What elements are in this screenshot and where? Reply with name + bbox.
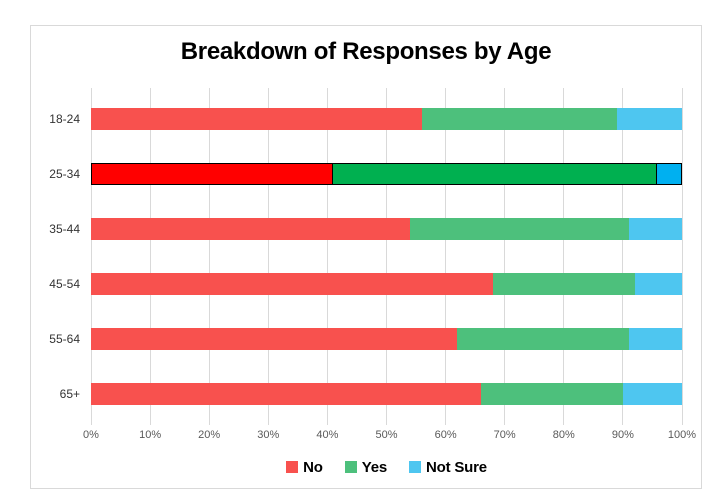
category-label: 25-34 [49, 167, 80, 181]
legend-swatch-icon [286, 461, 299, 473]
stacked-bar[interactable] [91, 108, 682, 130]
x-axis-tick-label: 80% [552, 429, 575, 441]
category-label: 18-24 [49, 112, 80, 126]
x-axis: 0% 10% 20% 30% 40% 50% 60% 70% 80% 90% 100% [83, 429, 696, 445]
bar-segment-no[interactable] [91, 383, 482, 405]
legend-swatch-icon [408, 461, 421, 473]
bar-segment-yes[interactable] [410, 218, 629, 240]
x-axis-tick-label: 30% [257, 429, 280, 441]
stacked-bar[interactable] [91, 273, 682, 295]
x-axis-tick-label: 50% [375, 429, 398, 441]
bar-segment-no[interactable] [92, 164, 334, 184]
gridline [563, 88, 565, 425]
legend-label: No [303, 458, 323, 476]
bar-segment-not-sure[interactable] [622, 383, 682, 405]
bar-segment-no[interactable] [91, 218, 411, 240]
x-axis-tick-label: 0% [83, 429, 99, 441]
bar-segment-not-sure[interactable] [634, 273, 682, 295]
legend-label: Not Sure [425, 458, 487, 476]
bar-segment-not-sure[interactable] [628, 328, 682, 350]
stacked-bar-selected[interactable] [91, 163, 682, 185]
legend-item-yes[interactable]: Yes [344, 458, 387, 476]
stacked-bar[interactable] [91, 383, 682, 405]
category-label: 55-64 [49, 332, 80, 346]
x-axis-tick-label: 40% [316, 429, 339, 441]
bar-segment-not-sure[interactable] [657, 164, 681, 184]
bar-segment-yes[interactable] [457, 328, 629, 350]
plot-area: 18-24 25-34 35-44 45-54 55-64 65+ [49, 88, 683, 425]
gridline [90, 88, 92, 425]
x-axis-tick-label: 60% [434, 429, 457, 441]
gridline [504, 88, 506, 425]
bar-segment-yes[interactable] [492, 273, 635, 295]
chart-title[interactable]: Breakdown of Responses by Age [180, 38, 552, 65]
bar-segment-yes[interactable] [481, 383, 623, 405]
bar-segment-not-sure[interactable] [616, 108, 682, 130]
legend-swatch-icon [344, 461, 357, 473]
x-axis-tick-label: 100% [667, 429, 697, 441]
bar-segment-no[interactable] [91, 328, 458, 350]
gridline [386, 88, 387, 425]
legend-label: Yes [361, 458, 387, 476]
bar-segment-yes[interactable] [421, 108, 617, 130]
gridline [622, 88, 624, 425]
legend-item-no[interactable]: No [286, 459, 323, 476]
stacked-bar[interactable] [91, 328, 682, 350]
legend: No Yes Not Sure [91, 456, 682, 478]
bar-segment-yes[interactable] [333, 164, 658, 184]
bar-row-18-24: 18-24 [49, 108, 682, 130]
category-label: 35-44 [49, 222, 80, 236]
gridline [149, 88, 151, 425]
category-label: 65+ [59, 387, 80, 401]
x-axis-tick-label: 20% [198, 429, 221, 441]
bar-row-55-64: 55-64 [49, 328, 682, 350]
bar-row-45-54: 45-54 [49, 273, 682, 295]
x-axis-tick-label: 10% [139, 429, 162, 441]
bar-row-35-44: 35-44 [49, 218, 682, 240]
bar-segment-no[interactable] [91, 273, 493, 295]
stacked-bar[interactable] [91, 218, 682, 240]
bar-row-65-: 65+ [60, 383, 682, 405]
gridline [208, 88, 210, 425]
gridline [681, 88, 683, 425]
category-label: 45-54 [49, 277, 80, 291]
legend-item-not-sure[interactable]: Not Sure [408, 458, 487, 476]
x-axis-tick-label: 90% [611, 429, 634, 441]
x-axis-tick-label: 70% [493, 429, 516, 441]
bar-segment-not-sure[interactable] [628, 218, 682, 240]
gridline [326, 88, 328, 425]
chart-container: Breakdown of Responses by Age 18-24 25-34… [30, 25, 702, 489]
gridline [267, 88, 269, 425]
bar-row-25-34: 25-34 [49, 163, 682, 185]
gridline [445, 88, 447, 425]
bar-segment-no[interactable] [91, 108, 422, 130]
